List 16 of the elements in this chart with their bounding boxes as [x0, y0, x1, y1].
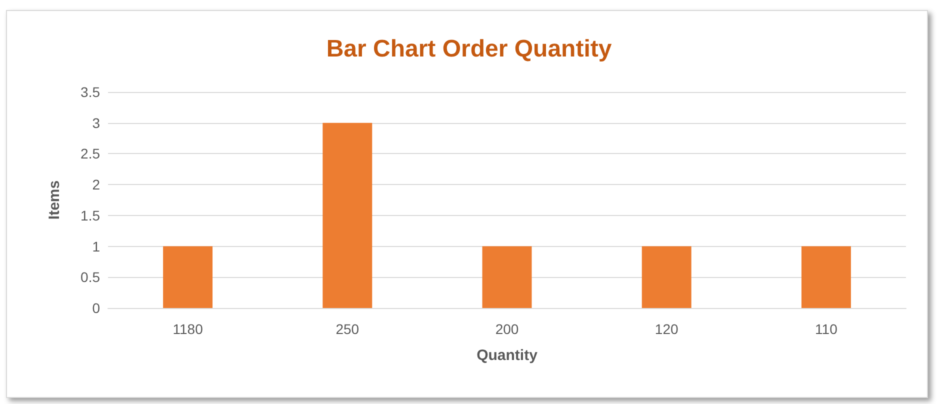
x-tick-label: 1180	[172, 321, 204, 337]
y-tick-label: 1	[92, 238, 100, 254]
y-tick-label: 2	[92, 176, 100, 193]
y-tick-label: 1.5	[80, 207, 100, 224]
chart-title: Bar Chart Order Quantity	[326, 36, 612, 62]
y-axis-title: Items	[46, 180, 63, 220]
x-tick-label: 200	[495, 321, 519, 337]
y-tick-label: 3.5	[80, 84, 100, 100]
x-axis-title: Quantity	[476, 347, 538, 364]
x-tick-label: 250	[336, 321, 360, 337]
y-tick-label: 3	[92, 114, 100, 131]
y-tick-label: 0	[92, 300, 100, 316]
y-tick-label: 2.5	[80, 146, 100, 162]
x-tick-label: 120	[654, 321, 678, 337]
x-tick-label: 110	[815, 321, 838, 337]
y-tick-label: 0.5	[80, 269, 100, 286]
